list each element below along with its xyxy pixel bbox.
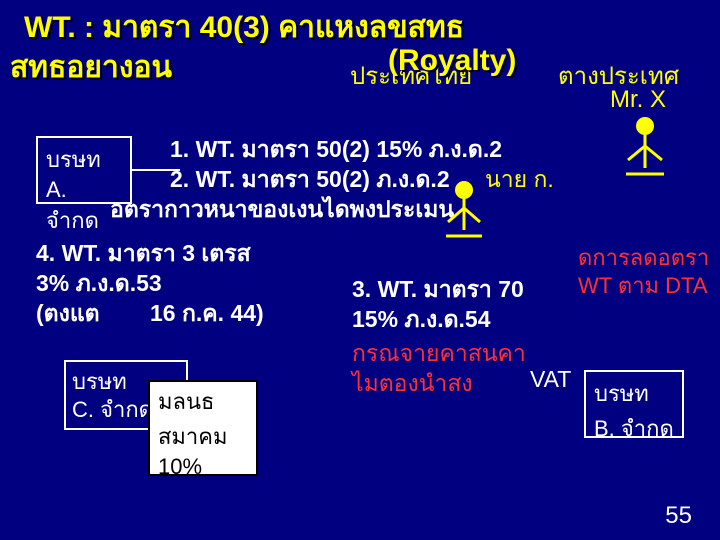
rule-4-l3b: 16 ก.ค. 44) [150,296,264,332]
rule-4-l3a: (ตงแต [36,296,100,332]
rule-3-l4: ไมตองนำสง [352,366,473,402]
company-b-l2: B. จำกด [594,411,674,446]
title-royalty: (Royalty) [388,44,516,78]
foundation-l2: สมาคม [158,419,248,454]
foundation-box: มลนธ สมาคม 10% [148,380,258,476]
rule-2b-name: นาย ก. [485,162,554,198]
dta-l2: WT ตาม DTA [578,268,708,303]
rule-progressive: อตรากาวหนาของเงนไดพงประเมน [110,192,454,228]
rule-3-l2: 15% ภ.ง.ด.54 [352,302,491,338]
foundation-l3: 10% [158,454,248,480]
company-b-l1: บรษท [594,376,674,411]
rule-3-vat: VAT [530,366,571,393]
foundation-l1: มลนธ [158,384,248,419]
company-a-l1: บรษท [46,142,122,177]
person-nai-k-icon [440,180,488,258]
title-line2-left: สทธอยางอน [10,44,172,91]
person-mr-x-icon [620,116,670,196]
company-c-l2: C. จำกด [72,392,153,427]
page-number: 55 [665,502,692,530]
company-b-box: บรษท B. จำกด [584,370,684,438]
mr-x-label: Mr. X [610,86,666,114]
